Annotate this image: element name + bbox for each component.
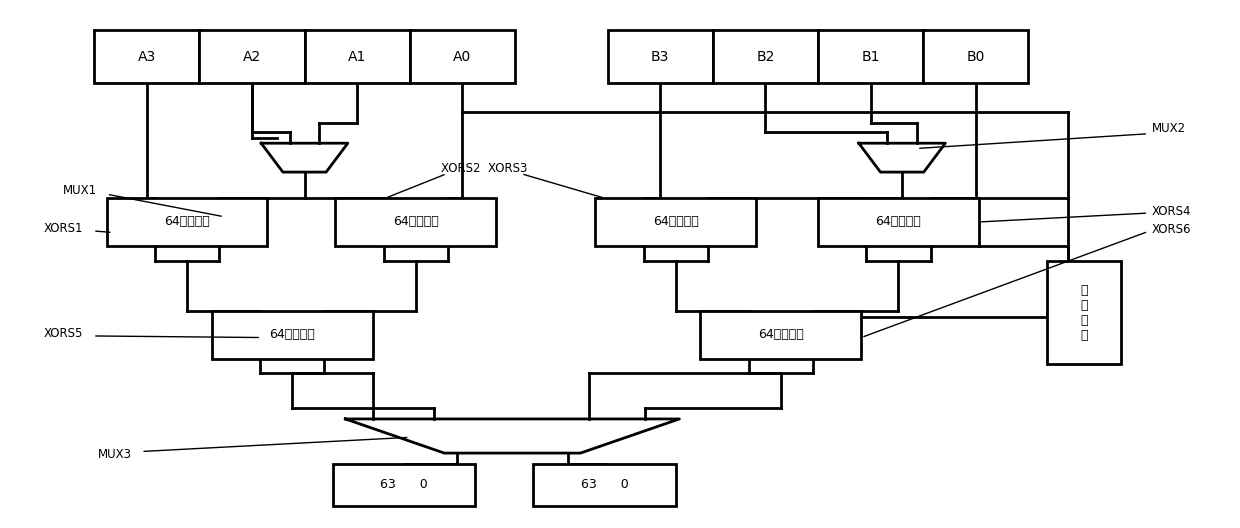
Bar	[334, 464, 475, 506]
Text: 64个异或门: 64个异或门	[393, 215, 439, 229]
Text: 64个异或门: 64个异或门	[652, 215, 698, 229]
Bar	[200, 30, 305, 83]
Bar	[212, 312, 372, 359]
Text: 63      0: 63 0	[580, 478, 629, 491]
Bar	[1047, 261, 1121, 364]
Text: A3: A3	[138, 50, 156, 63]
Text: B0: B0	[966, 50, 985, 63]
Text: MUX1: MUX1	[63, 184, 98, 197]
Text: 64个异或门: 64个异或门	[875, 215, 921, 229]
Bar	[107, 199, 268, 246]
Text: 控
制
信
号: 控 制 信 号	[1080, 284, 1087, 342]
Text: B2: B2	[756, 50, 775, 63]
Text: 64个异或门: 64个异或门	[758, 328, 804, 342]
Text: XORS5: XORS5	[43, 327, 83, 340]
Bar	[701, 312, 862, 359]
Text: MUX2: MUX2	[1152, 122, 1187, 135]
Text: XORS1: XORS1	[43, 222, 83, 235]
Text: XORS6: XORS6	[1152, 223, 1192, 237]
Bar	[336, 199, 496, 246]
Bar	[713, 30, 818, 83]
Bar	[595, 199, 756, 246]
Bar	[818, 30, 923, 83]
Bar	[305, 30, 409, 83]
Text: B3: B3	[651, 50, 670, 63]
Bar	[94, 30, 200, 83]
Text: XORS4: XORS4	[1152, 205, 1192, 218]
Text: A0: A0	[453, 50, 471, 63]
Text: A2: A2	[243, 50, 262, 63]
Bar	[923, 30, 1028, 83]
Text: B1: B1	[862, 50, 880, 63]
Text: A1: A1	[348, 50, 366, 63]
Bar	[409, 30, 515, 83]
Text: MUX3: MUX3	[98, 448, 131, 460]
Text: 64个异或门: 64个异或门	[164, 215, 210, 229]
Bar	[608, 30, 713, 83]
Text: 64个异或门: 64个异或门	[269, 328, 315, 342]
Bar	[533, 464, 676, 506]
Bar	[818, 199, 978, 246]
Text: 63      0: 63 0	[381, 478, 428, 491]
Text: XORS2  XORS3: XORS2 XORS3	[440, 162, 527, 175]
